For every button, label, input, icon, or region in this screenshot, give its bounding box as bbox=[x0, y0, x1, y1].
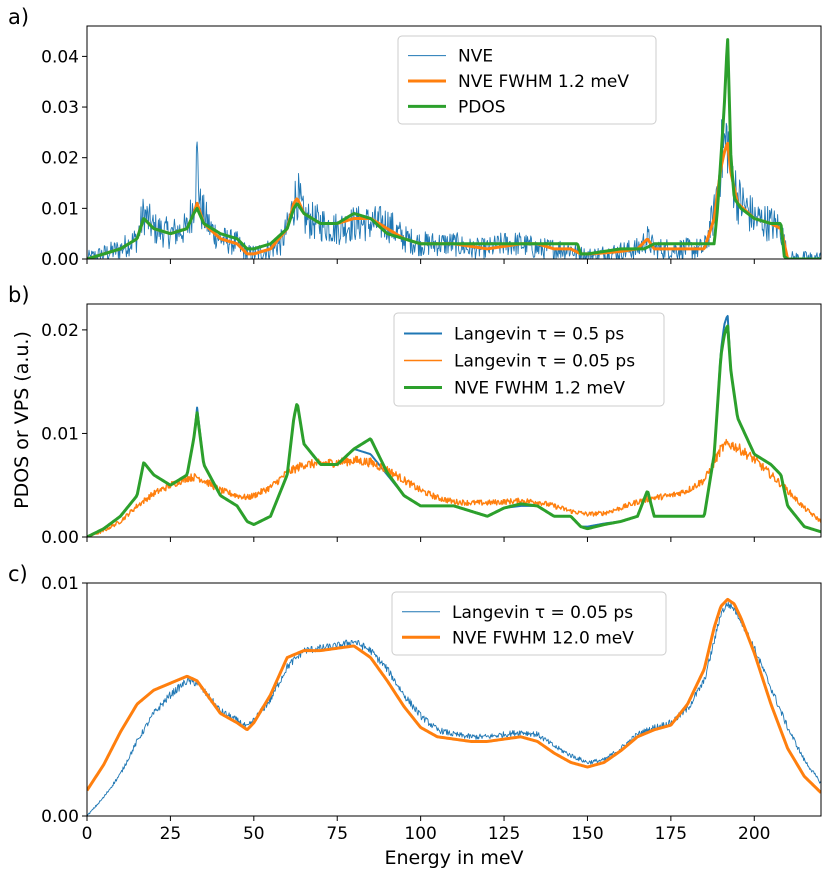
y-tick-label: 0.01 bbox=[41, 424, 79, 444]
panel-c: 0.00 0.01 0 25 50 75 100 125 150 175 200 c) Langevin… bbox=[8, 562, 822, 844]
panel-label: c) bbox=[8, 562, 28, 586]
legend-box bbox=[391, 591, 667, 656]
y-tick-label: 0.01 bbox=[41, 199, 79, 219]
legend-entry: NVE FWHM 1.2 meV bbox=[454, 379, 625, 399]
legend: NVE NVE FWHM 1.2 meV PDOS bbox=[397, 35, 657, 125]
series-line-0 bbox=[87, 119, 821, 259]
x-tick-label: 75 bbox=[326, 824, 348, 844]
legend: Langevin τ = 0.5 ps Langevin τ = 0.05 ps N… bbox=[393, 312, 665, 407]
legend: Langevin τ = 0.05 ps NVE FWHM 12.0 meV bbox=[391, 591, 667, 656]
y-tick-label: 0.00 bbox=[41, 250, 79, 270]
legend-entry: Langevin τ = 0.5 ps bbox=[454, 325, 624, 345]
axes-frame bbox=[86, 25, 822, 260]
series-group bbox=[87, 597, 821, 816]
legend-entry: NVE bbox=[458, 47, 493, 67]
legend-entry: Langevin τ = 0.05 ps bbox=[454, 352, 635, 372]
series-line-2 bbox=[87, 324, 821, 537]
x-tick-label: 0 bbox=[82, 824, 93, 844]
series-line-0 bbox=[87, 601, 821, 816]
x-tick-label: 100 bbox=[404, 824, 436, 844]
axes-frame bbox=[86, 303, 822, 538]
panel-a: 0.00 0.01 0.02 0.03 0.04 a) NVE NVE FWHM 1.2 me… bbox=[8, 5, 822, 270]
x-tick-label: 175 bbox=[655, 824, 687, 844]
x-tick-label: 125 bbox=[488, 824, 520, 844]
series-group bbox=[87, 314, 821, 537]
axes-frame bbox=[86, 582, 822, 817]
x-tick-label: 25 bbox=[160, 824, 182, 844]
y-tick-label: 0.00 bbox=[41, 807, 79, 827]
y-tick-label: 0.03 bbox=[41, 98, 79, 118]
x-tick-label: 150 bbox=[571, 824, 603, 844]
y-axis-label: PDOS or VPS (a.u.) bbox=[11, 331, 33, 509]
legend-entry: NVE FWHM 1.2 meV bbox=[458, 72, 629, 92]
series-group bbox=[87, 38, 821, 259]
series-line-1 bbox=[87, 438, 821, 537]
x-tick-label: 50 bbox=[243, 824, 265, 844]
legend-box bbox=[393, 312, 665, 407]
y-tick-label: 0.02 bbox=[41, 321, 79, 341]
y-tick-label: 0.02 bbox=[41, 149, 79, 169]
series-line-1 bbox=[87, 597, 821, 794]
legend-entry: Langevin τ = 0.05 ps bbox=[452, 603, 633, 623]
legend-entry: PDOS bbox=[458, 97, 506, 117]
panel-label: a) bbox=[8, 5, 29, 29]
y-tick-label: 0.01 bbox=[41, 574, 79, 594]
x-axis-label: Energy in meV bbox=[384, 847, 523, 869]
series-line-2 bbox=[87, 38, 821, 259]
x-tick-label: 200 bbox=[738, 824, 770, 844]
legend-box bbox=[397, 35, 657, 125]
series-line-1 bbox=[87, 141, 821, 259]
y-tick-label: 0.04 bbox=[41, 47, 79, 67]
panel-b: 0.000.010.02b)Langevin τ = 0.5 psLangevi… bbox=[8, 283, 822, 548]
legend-entry: NVE FWHM 12.0 meV bbox=[452, 628, 634, 648]
y-tick-label: 0.00 bbox=[41, 528, 79, 548]
panel-label: b) bbox=[8, 283, 30, 307]
